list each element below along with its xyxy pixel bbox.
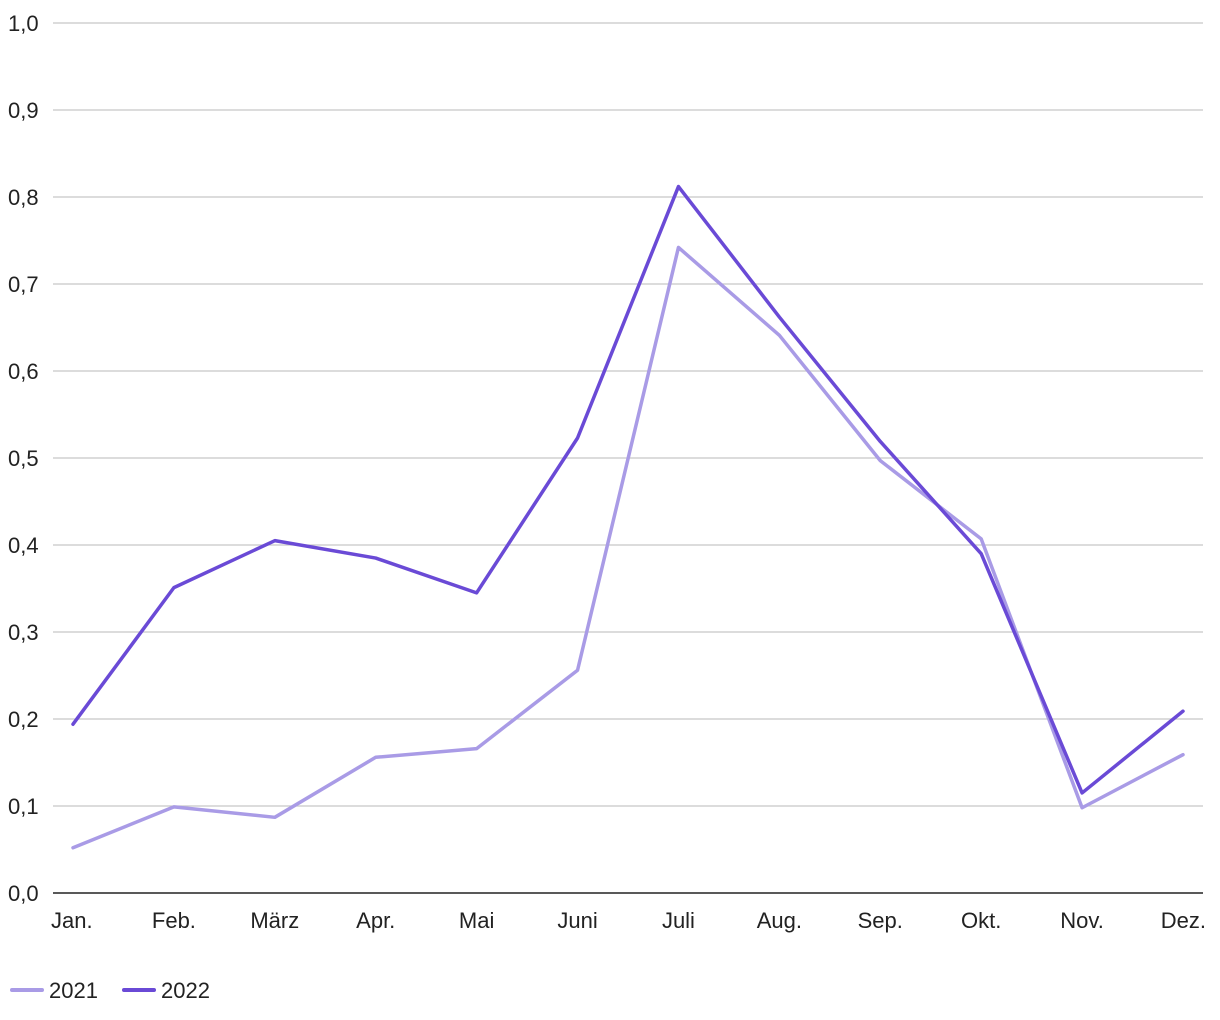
x-tick-label: Jan.	[51, 908, 93, 933]
x-axis-ticks: Jan. Feb. März Apr. Mai Juni Juli Aug. Sep. Okt. N…	[51, 908, 1206, 933]
y-axis-ticks: 0,0 0,1 0,2 0,3 0,4 0,5 0,6 0,7 0,8 0,9 1,0	[8, 11, 39, 906]
y-tick-label: 1,0	[8, 11, 39, 36]
series-lines	[71, 184, 1185, 850]
y-tick-label: 0,3	[8, 620, 39, 645]
legend-label: 2021	[49, 978, 98, 1003]
x-tick-label: Okt.	[961, 908, 1001, 933]
series-line-2021	[71, 245, 1185, 850]
y-tick-label: 0,7	[8, 272, 39, 297]
y-tick-label: 0,9	[8, 98, 39, 123]
y-tick-label: 0,1	[8, 794, 39, 819]
series-line-2022	[71, 184, 1185, 795]
x-tick-label: Juni	[557, 908, 597, 933]
y-tick-label: 0,2	[8, 707, 39, 732]
y-tick-label: 0,5	[8, 446, 39, 471]
y-tick-label: 0,6	[8, 359, 39, 384]
x-tick-label: Apr.	[356, 908, 395, 933]
x-tick-label: Sep.	[858, 908, 903, 933]
legend: 2021 2022	[10, 978, 210, 1003]
x-tick-label: März	[250, 908, 299, 933]
x-tick-label: Aug.	[757, 908, 802, 933]
x-tick-label: Mai	[459, 908, 494, 933]
y-tick-label: 0,8	[8, 185, 39, 210]
x-tick-label: Juli	[662, 908, 695, 933]
y-tick-label: 0,0	[8, 881, 39, 906]
legend-label: 2022	[161, 978, 210, 1003]
x-tick-label: Feb.	[152, 908, 196, 933]
x-tick-label: Nov.	[1060, 908, 1104, 933]
y-tick-label: 0,4	[8, 533, 39, 558]
x-tick-label: Dez.	[1161, 908, 1206, 933]
